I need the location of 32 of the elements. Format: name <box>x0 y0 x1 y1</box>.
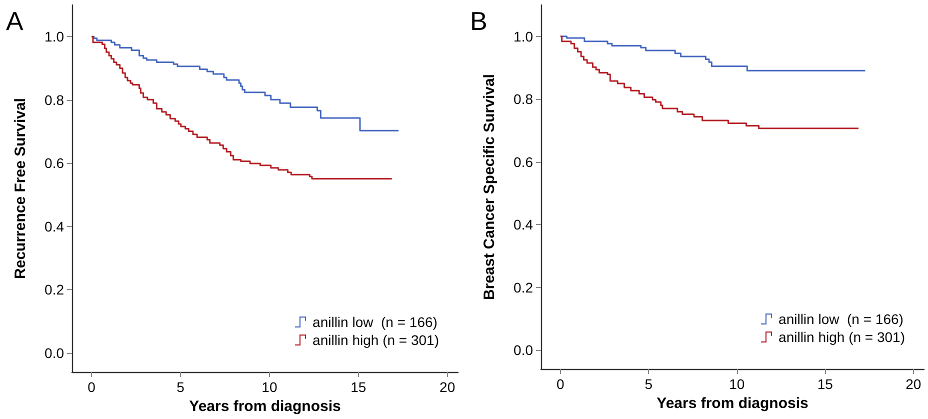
y-tick-label: 0.8 <box>44 92 64 108</box>
x-tick-label: 15 <box>817 376 834 392</box>
y-tick-label: 0.0 <box>514 342 534 358</box>
y-tick-label: 0.4 <box>44 218 64 234</box>
y-tick-label: 0.2 <box>514 279 534 296</box>
legend-label: anillin high (n = 301) <box>778 329 906 345</box>
x-axis-title: Years from diagnosis <box>656 395 808 412</box>
x-tick-label: 20 <box>906 376 922 392</box>
y-tick-label: 0.6 <box>514 154 534 170</box>
x-tick-label: 20 <box>440 379 456 395</box>
y-tick-label: 0.0 <box>44 345 64 362</box>
x-tick-label: 5 <box>644 376 653 392</box>
x-tick-label: 0 <box>88 379 96 395</box>
legend-label: anillin low (n = 166) <box>312 314 438 330</box>
text: B <box>470 6 488 36</box>
x-tick-label: 15 <box>350 379 366 395</box>
x-tick-label: 10 <box>729 376 745 392</box>
text: A <box>6 6 24 36</box>
y-axis-title: Breast Cancer Specific Survival <box>481 74 498 300</box>
x-axis-title: Years from diagnosis <box>189 398 341 415</box>
x-tick-label: 0 <box>556 376 565 392</box>
x-tick-label: 10 <box>262 379 278 395</box>
y-tick-label: 1.0 <box>514 28 534 44</box>
legend-label: anillin low (n = 166) <box>778 311 904 327</box>
y-tick-label: 1.0 <box>44 28 64 45</box>
x-tick-label: 5 <box>176 379 185 395</box>
y-tick-label: 0.8 <box>514 91 534 108</box>
y-tick-label: 0.6 <box>44 155 64 172</box>
y-tick-label: 0.2 <box>44 282 64 298</box>
y-tick-label: 0.4 <box>514 216 534 233</box>
legend-label: anillin high (n = 301) <box>312 332 440 348</box>
y-axis-title: Recurrence Free Survival <box>12 98 29 279</box>
